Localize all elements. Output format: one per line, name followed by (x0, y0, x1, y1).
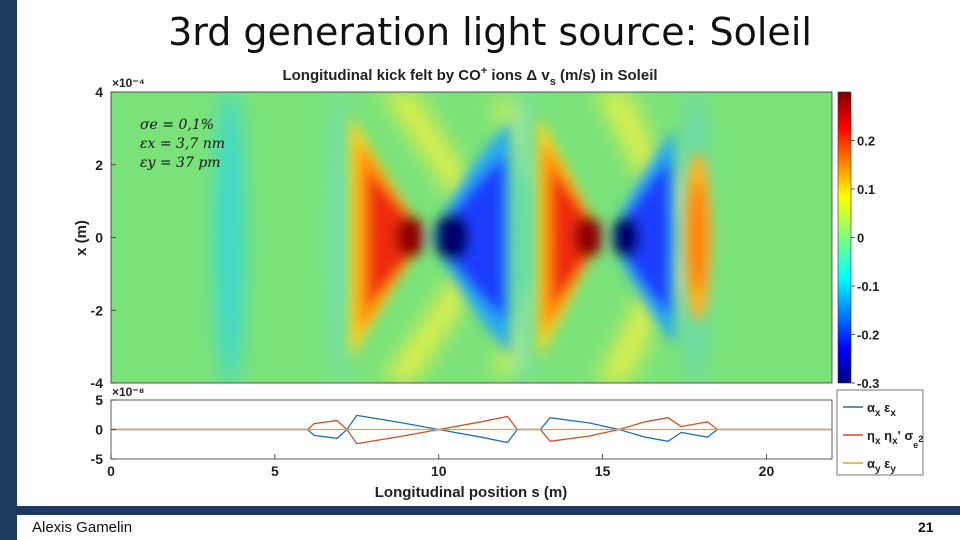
line-plot-y-tick-label: -5 (91, 451, 104, 467)
heatmap-y-tick-label: -2 (91, 302, 104, 318)
annotation-epsilon-y: εy = 37 pm (140, 155, 221, 171)
line-plot-x-tick-label: 15 (595, 463, 611, 479)
colorbar-tick-label: -0.3 (857, 376, 879, 391)
heatmap-fringe-yellow-1 (380, 92, 490, 210)
line-plot-y-exponent: ×10⁻⁸ (112, 385, 144, 399)
colorbar-tick-label: 0.2 (857, 134, 875, 149)
heatmap-fringe-cyan-3 (517, 92, 533, 383)
heatmap-y-exponent: ×10⁻⁴ (112, 76, 145, 90)
page-number: 21 (918, 519, 934, 535)
heatmap-lobe-2-mid (435, 155, 505, 320)
heatmap-title: Longitudinal kick felt by CO+ ions Δ vs … (282, 65, 657, 88)
line-plot-x-tick-label: 5 (271, 463, 279, 479)
line-plot-x-label: Longitudinal position s (m) (375, 484, 567, 501)
colorbar-tick-label: -0.1 (857, 279, 879, 294)
colorbar (837, 91, 852, 384)
heatmap-lobe-1-core (396, 215, 424, 259)
heatmap-y-label: x (m) (73, 220, 90, 256)
heatmap-lobe-3-core (574, 215, 602, 259)
heatmap-lobe-4-mid (614, 160, 670, 315)
heatmap-y-tick-label: 4 (95, 84, 103, 100)
author-name: Alexis Gamelin (32, 519, 133, 536)
line-plot-x-tick-label: 20 (759, 463, 775, 479)
line-plot-y-axis: -5 0 5 (91, 392, 116, 467)
bottom-frame-bar (17, 506, 960, 515)
heatmap-fringe-yellow-2 (380, 265, 490, 383)
legend-box (836, 389, 924, 476)
colorbar-ticks: -0.3 -0.2 -0.1 0 0.1 0.2 (851, 134, 879, 391)
colorbar-tick-label: 0.1 (857, 182, 875, 197)
heatmap-lobe-2-core (434, 212, 470, 262)
figure: Longitudinal kick felt by CO+ ions Δ vs … (20, 60, 925, 505)
colorbar-tick-label: -0.2 (857, 328, 879, 343)
colorbar-tick-label: 0 (857, 231, 864, 246)
annotation-sigma-e: σe = 0,1% (140, 117, 214, 133)
heatmap-lobe-5-inner (690, 182, 706, 292)
line-plot-x-tick-label: 10 (431, 463, 447, 479)
heatmap-y-axis: -4 -2 0 2 4 (91, 84, 116, 391)
annotation-epsilon-x: εx = 3,7 nm (140, 136, 225, 152)
heatmap-lobe-4-core (612, 215, 640, 259)
legend-label-0: αx εx (867, 400, 896, 419)
heatmap-annotations: σe = 0,1% εx = 3,7 nm εy = 37 pm (140, 117, 225, 171)
slide-title: 3rd generation light source: Soleil (168, 10, 812, 54)
line-plot-series (111, 414, 832, 445)
legend-label-1: ηx ηx' σe2 (867, 428, 923, 450)
heatmap (111, 92, 832, 383)
legend-label-2: αy εy (867, 456, 896, 475)
heatmap-fringe-cyan-2 (330, 92, 350, 383)
line-plot-y-tick-label: 5 (95, 392, 103, 408)
legend: αx εx ηx ηx' σe2 αy εy (843, 400, 923, 475)
heatmap-fringe-cyan-1 (216, 92, 244, 383)
line-plot-x-tick-label: 0 (107, 463, 115, 479)
heatmap-y-tick-label: 2 (95, 157, 103, 173)
heatmap-y-tick-label: 0 (95, 230, 103, 246)
line-plot-x-axis: 0 5 10 15 20 (107, 454, 774, 479)
left-frame-bar (0, 0, 17, 540)
line-plot-y-tick-label: 0 (95, 422, 103, 438)
heatmap-y-tick-label: -4 (91, 375, 104, 391)
